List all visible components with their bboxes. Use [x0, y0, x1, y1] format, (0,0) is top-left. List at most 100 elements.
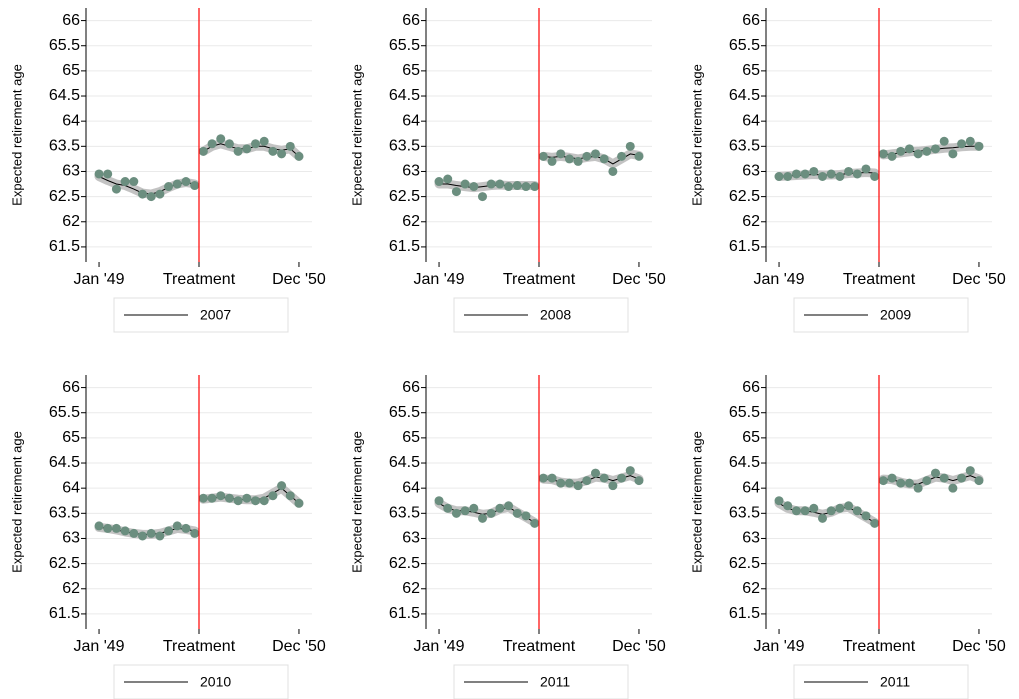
y-axis-label: Expected retirement age	[349, 64, 364, 206]
x-tick-label: Dec '50	[272, 271, 326, 288]
y-tick-label: 66	[742, 12, 760, 29]
data-point	[904, 144, 914, 154]
legend: 2011	[793, 664, 969, 699]
y-tick-label: 65	[742, 429, 760, 446]
y-tick-label: 62.5	[49, 188, 80, 205]
data-point	[138, 531, 147, 541]
y-tick-label: 66	[62, 379, 80, 396]
data-point	[530, 518, 540, 528]
data-point	[172, 179, 182, 189]
data-point	[129, 177, 139, 187]
data-point	[207, 493, 217, 503]
y-tick-label: 61.5	[389, 605, 420, 622]
legend: 2011	[453, 664, 629, 699]
data-point	[887, 151, 897, 161]
data-point	[129, 528, 139, 538]
data-point	[198, 493, 208, 503]
data-point	[207, 139, 217, 149]
data-point	[800, 506, 810, 516]
y-tick-label: 64	[402, 112, 420, 129]
data-point	[783, 501, 793, 511]
y-axis-label: Expected retirement age	[349, 431, 364, 573]
data-point	[608, 481, 618, 491]
data-point	[913, 483, 923, 493]
data-point	[922, 476, 932, 486]
panel: 61.5 62 62.5 63 63.5 64 64.5 65 65.5 66 Jan '49 Tre…	[349, 8, 666, 333]
data-point	[530, 182, 540, 192]
data-point	[591, 468, 600, 478]
data-point	[504, 501, 514, 511]
data-point	[783, 171, 793, 181]
data-point	[617, 151, 627, 161]
data-point	[974, 141, 984, 151]
y-tick-label: 61.5	[49, 605, 80, 622]
x-tick-label: Dec '50	[952, 271, 1006, 288]
data-point	[216, 134, 226, 144]
data-point	[582, 476, 592, 486]
data-point	[939, 136, 949, 146]
data-point	[181, 177, 191, 187]
data-point	[120, 177, 130, 187]
y-tick-label: 65	[742, 62, 760, 79]
y-tick-label: 64	[62, 479, 80, 496]
data-point	[434, 177, 444, 187]
data-point	[844, 501, 854, 511]
y-tick-label: 64.5	[729, 454, 760, 471]
data-point	[826, 169, 836, 179]
legend-label: 2010	[200, 674, 231, 690]
data-point	[948, 483, 958, 493]
data-point	[146, 528, 156, 538]
y-tick-label: 63.5	[389, 505, 420, 522]
data-point	[878, 476, 888, 486]
panel: 61.5 62 62.5 63 63.5 64 64.5 65 65.5 66 Jan '49 Tre…	[9, 8, 326, 333]
data-point	[965, 136, 975, 146]
y-tick-label: 62.5	[49, 555, 80, 572]
data-point	[478, 192, 487, 202]
data-point	[861, 511, 871, 521]
y-tick-label: 64	[742, 112, 760, 129]
data-point	[625, 141, 635, 151]
legend: 2009	[793, 297, 969, 333]
x-tick-label: Jan '49	[73, 638, 124, 655]
data-point	[434, 496, 444, 506]
data-point	[948, 149, 958, 159]
data-point	[478, 513, 487, 523]
data-point	[504, 182, 514, 192]
y-tick-label: 63	[402, 163, 420, 180]
data-point	[190, 181, 200, 191]
y-tick-label: 62	[62, 213, 80, 230]
y-tick-label: 65.5	[389, 404, 420, 421]
x-tick-label: Treatment	[163, 271, 236, 288]
x-tick-label: Jan '49	[753, 271, 804, 288]
y-tick-label: 65.5	[389, 37, 420, 54]
data-point	[277, 481, 287, 491]
data-point	[164, 182, 174, 192]
data-point	[904, 478, 914, 488]
x-tick-label: Treatment	[163, 638, 236, 655]
data-point	[469, 182, 479, 192]
x-tick-label: Treatment	[503, 271, 576, 288]
data-point	[617, 473, 627, 483]
y-tick-label: 64	[62, 112, 80, 129]
x-tick-label: Dec '50	[612, 638, 666, 655]
data-point	[582, 151, 592, 161]
data-point	[251, 496, 260, 506]
data-point	[521, 182, 531, 192]
data-point	[564, 154, 574, 164]
data-point	[809, 503, 819, 513]
data-point	[634, 151, 644, 161]
y-tick-label: 61.5	[49, 238, 80, 255]
y-tick-label: 64.5	[49, 454, 80, 471]
data-point	[547, 156, 557, 166]
data-point	[259, 496, 269, 506]
data-point	[469, 503, 479, 513]
legend-label: 2011	[880, 674, 910, 690]
data-point	[791, 169, 801, 179]
data-point	[268, 491, 278, 501]
data-point	[155, 189, 165, 199]
y-tick-label: 63.5	[389, 138, 420, 155]
data-point	[512, 508, 522, 518]
data-point	[120, 526, 130, 536]
data-point	[878, 149, 888, 159]
